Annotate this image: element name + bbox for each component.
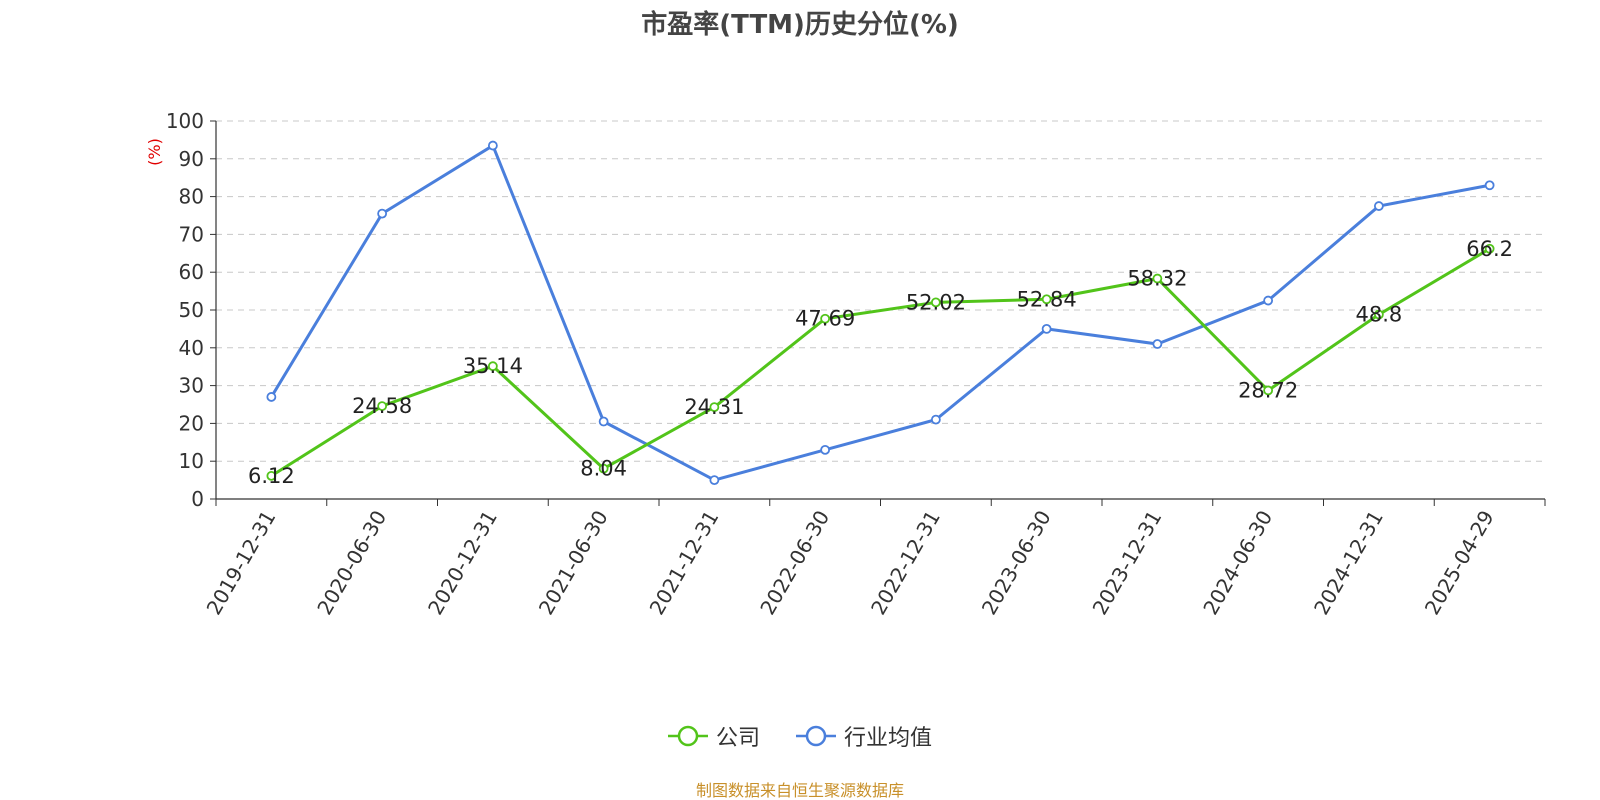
x-tick-label: 2025-04-29 (1420, 506, 1499, 619)
data-label: 48.8 (1355, 303, 1402, 327)
data-point (266, 470, 277, 481)
y-tick-label: 50 (179, 298, 204, 322)
data-point (266, 392, 277, 402)
data-point (820, 313, 831, 324)
series-line (270, 247, 1491, 478)
data-label: 52.84 (1017, 287, 1077, 311)
x-tick-label: 2022-12-31 (866, 506, 945, 619)
x-tick-label: 2023-06-30 (977, 506, 1056, 619)
data-label: 24.31 (684, 395, 744, 419)
data-point (487, 140, 498, 151)
y-tick-label: 30 (179, 374, 204, 398)
chart-legend: 公司 行业均值 (0, 720, 1600, 752)
x-tick-label: 2020-06-30 (312, 506, 391, 619)
data-point (1373, 201, 1384, 211)
data-point (1373, 309, 1384, 320)
x-tick-label: 2022-06-30 (755, 506, 834, 619)
y-tick-label: 10 (179, 449, 204, 473)
x-tick-label: 2023-12-31 (1088, 506, 1167, 619)
data-point (377, 208, 388, 219)
legend-marker-company (667, 725, 708, 747)
y-tick-label: 60 (179, 260, 204, 284)
data-point (820, 444, 831, 455)
series-line (270, 144, 1490, 482)
data-point (377, 401, 388, 411)
y-tick-label: 40 (179, 336, 204, 360)
data-point (1484, 243, 1495, 254)
data-point (709, 475, 720, 486)
data-source-note: 制图数据来自恒生聚源数据库 (695, 781, 904, 800)
x-tick-label: 2021-06-30 (534, 506, 613, 619)
y-axis-label: (%) (145, 138, 164, 166)
data-point (1152, 339, 1163, 349)
legend-label-industry-average: 行业均值 (844, 726, 933, 751)
y-tick-label: 80 (179, 185, 204, 209)
x-tick-label: 2024-12-31 (1309, 506, 1388, 619)
data-label: 47.69 (795, 307, 855, 331)
y-tick-label: 70 (179, 222, 204, 246)
y-tick-label: 100 (166, 109, 204, 133)
data-label: 8.04 (580, 457, 627, 481)
data-point (598, 416, 609, 427)
x-tick-label: 2021-12-31 (645, 506, 724, 619)
data-label: 6.12 (248, 464, 295, 488)
chart-title: 市盈率(TTM)历史分位(%) (641, 10, 959, 40)
y-tick-label: 90 (179, 147, 204, 171)
data-point (709, 402, 720, 413)
data-point (930, 297, 941, 308)
data-point (1263, 295, 1274, 306)
legend-marker-industry-average (796, 725, 836, 747)
data-point (1263, 385, 1274, 396)
x-tick-label: 2019-12-31 (202, 506, 281, 619)
data-point (487, 361, 498, 372)
data-point (598, 463, 609, 474)
x-tick-label: 2020-12-31 (423, 506, 502, 619)
data-label: 66.2 (1466, 237, 1513, 261)
data-label: 24.58 (352, 394, 412, 418)
data-label: 35.14 (463, 354, 523, 378)
x-tick-label: 2024-06-30 (1198, 506, 1277, 619)
legend-item-industry-average[interactable]: 行业均值 (796, 720, 932, 752)
legend-label-company: 公司 (715, 726, 760, 751)
data-point (1041, 294, 1052, 305)
legend-item-company[interactable]: 公司 (667, 720, 760, 752)
data-point (930, 414, 941, 425)
data-label: 58.32 (1127, 267, 1187, 291)
data-label: 28.72 (1238, 378, 1298, 402)
data-point (1484, 180, 1495, 191)
data-point (1152, 273, 1163, 284)
y-tick-label: 20 (179, 411, 204, 435)
y-tick-label: 0 (191, 487, 204, 511)
data-label: 52.02 (906, 290, 966, 314)
data-point (1041, 323, 1052, 334)
